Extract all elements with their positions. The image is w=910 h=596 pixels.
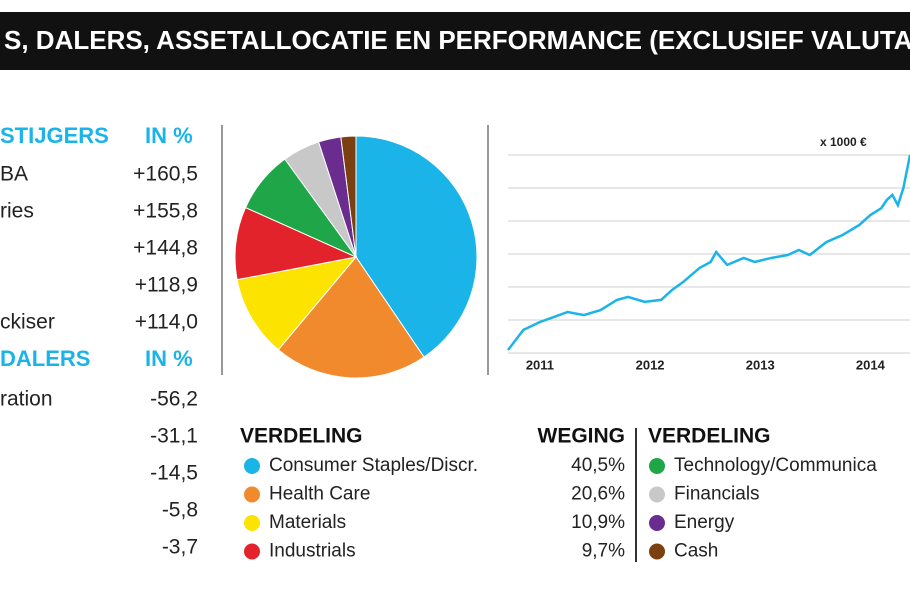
row-name: ckiser [0, 311, 55, 334]
pie-slice [236, 256, 358, 351]
pie-slice [355, 135, 478, 358]
section-title: STIJGERS [0, 123, 109, 148]
legend-label: Financials [674, 484, 760, 505]
x-tick-label: 2013 [746, 357, 775, 372]
legend-label: Industrials [269, 541, 356, 562]
legend-swatch [244, 515, 260, 531]
legend-header: VERDELING [648, 425, 771, 448]
legend-swatch [244, 486, 260, 503]
row-value: -3,7 [162, 536, 198, 559]
legend-swatch [649, 458, 665, 474]
unit: IN % [145, 346, 193, 371]
annotation: x 1000 € [820, 135, 867, 149]
row-value: +155,8 [133, 200, 198, 223]
row-name: ration [0, 388, 53, 411]
x-tick-label: 2011 [526, 357, 554, 372]
line [507, 154, 910, 351]
title: S, DALERS, ASSETALLOCATIE EN PERFORMANCE… [4, 25, 910, 55]
row-name: ries [0, 200, 34, 223]
row-name: BA [0, 163, 28, 186]
legend-header: VERDELING [240, 425, 363, 448]
legend-label: Materials [269, 512, 346, 533]
row-value: -5,8 [162, 499, 198, 522]
section-title: DALERS [0, 346, 90, 371]
x-tick-label: 2014 [856, 357, 886, 372]
legend-swatch [244, 458, 260, 474]
legend-swatch [649, 543, 665, 560]
pie-slice [340, 135, 357, 258]
legend-value: 9,7% [582, 541, 625, 562]
row-value: +160,5 [133, 163, 198, 186]
row-value: -31,1 [150, 425, 198, 448]
x-tick-label: 2012 [636, 357, 665, 372]
legend-value: 10,9% [571, 512, 625, 533]
unit: IN % [145, 123, 193, 148]
legend-value: 40,5% [571, 455, 625, 476]
row-value: -14,5 [150, 462, 198, 485]
legend-swatch [244, 543, 260, 560]
legend-label: Energy [674, 512, 735, 533]
legend-swatch [649, 486, 665, 503]
legend-label: Health Care [269, 484, 370, 505]
title-bar [0, 12, 910, 70]
legend-value: 20,6% [571, 484, 625, 505]
legend-label: Cash [674, 541, 718, 562]
row-value: +144,8 [133, 237, 198, 260]
pie-slice [277, 256, 425, 379]
row-value: +118,9 [135, 274, 198, 297]
legend-header: WEGING [538, 425, 626, 448]
row-value: +114,0 [135, 311, 198, 334]
row-value: -56,2 [150, 388, 198, 411]
legend-label: Technology/Communica [674, 455, 877, 476]
legend-swatch [649, 515, 665, 531]
legend-label: Consumer Staples/Discr. [269, 455, 478, 476]
pie-slice [234, 206, 358, 281]
